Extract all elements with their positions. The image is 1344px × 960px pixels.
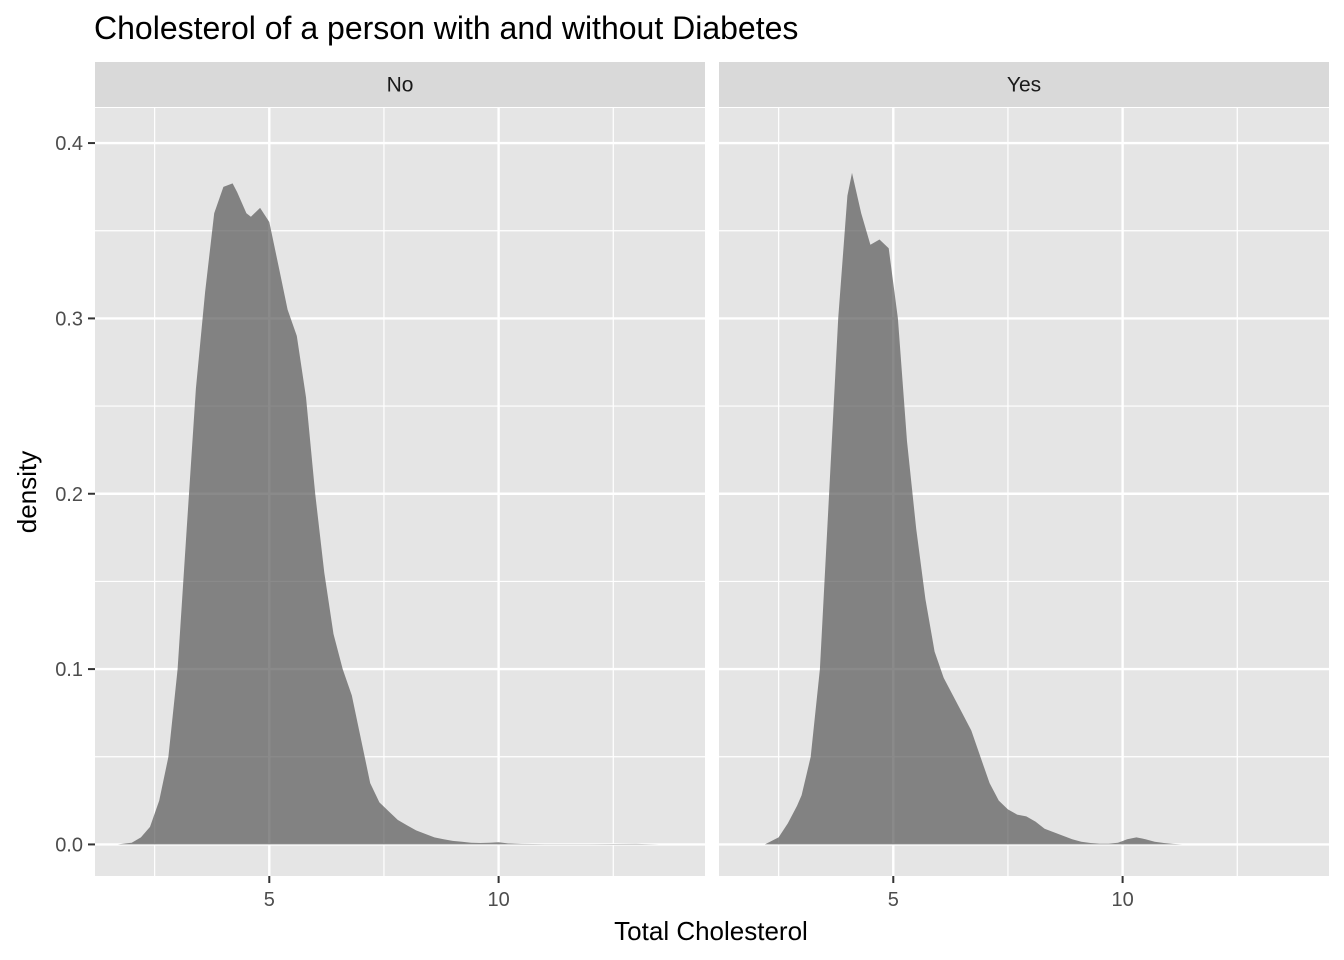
facet-strip-label: Yes [1007,74,1041,97]
y-tick-label: 0.3 [55,308,83,330]
facet-panels: No 5 10 Yes 5 10 [95,62,1329,911]
facet-strip [95,62,705,107]
y-tick-label: 0.1 [55,659,83,681]
x-axis-title: Total Cholesterol [614,916,808,946]
chart-title: Cholesterol of a person with and without… [94,10,798,46]
x-tick-label: 5 [264,889,275,911]
y-tick-label: 0.2 [55,484,83,506]
y-axis: 0.0 0.1 0.2 0.3 0.4 [55,133,95,856]
density-area-yes [764,172,1183,845]
facet-panel-yes: Yes 5 10 [719,62,1329,911]
facet-strip-label: No [387,74,414,97]
x-tick-label: 5 [888,889,899,911]
facet-panel-no: No 5 10 [95,62,705,911]
density-area-no [117,183,660,845]
x-tick-label: 10 [1111,889,1133,911]
y-tick-label: 0.0 [55,834,83,856]
x-tick-label: 10 [487,889,509,911]
y-tick-label: 0.4 [55,133,83,155]
facet-strip [719,62,1329,107]
y-axis-title: density [12,451,42,533]
